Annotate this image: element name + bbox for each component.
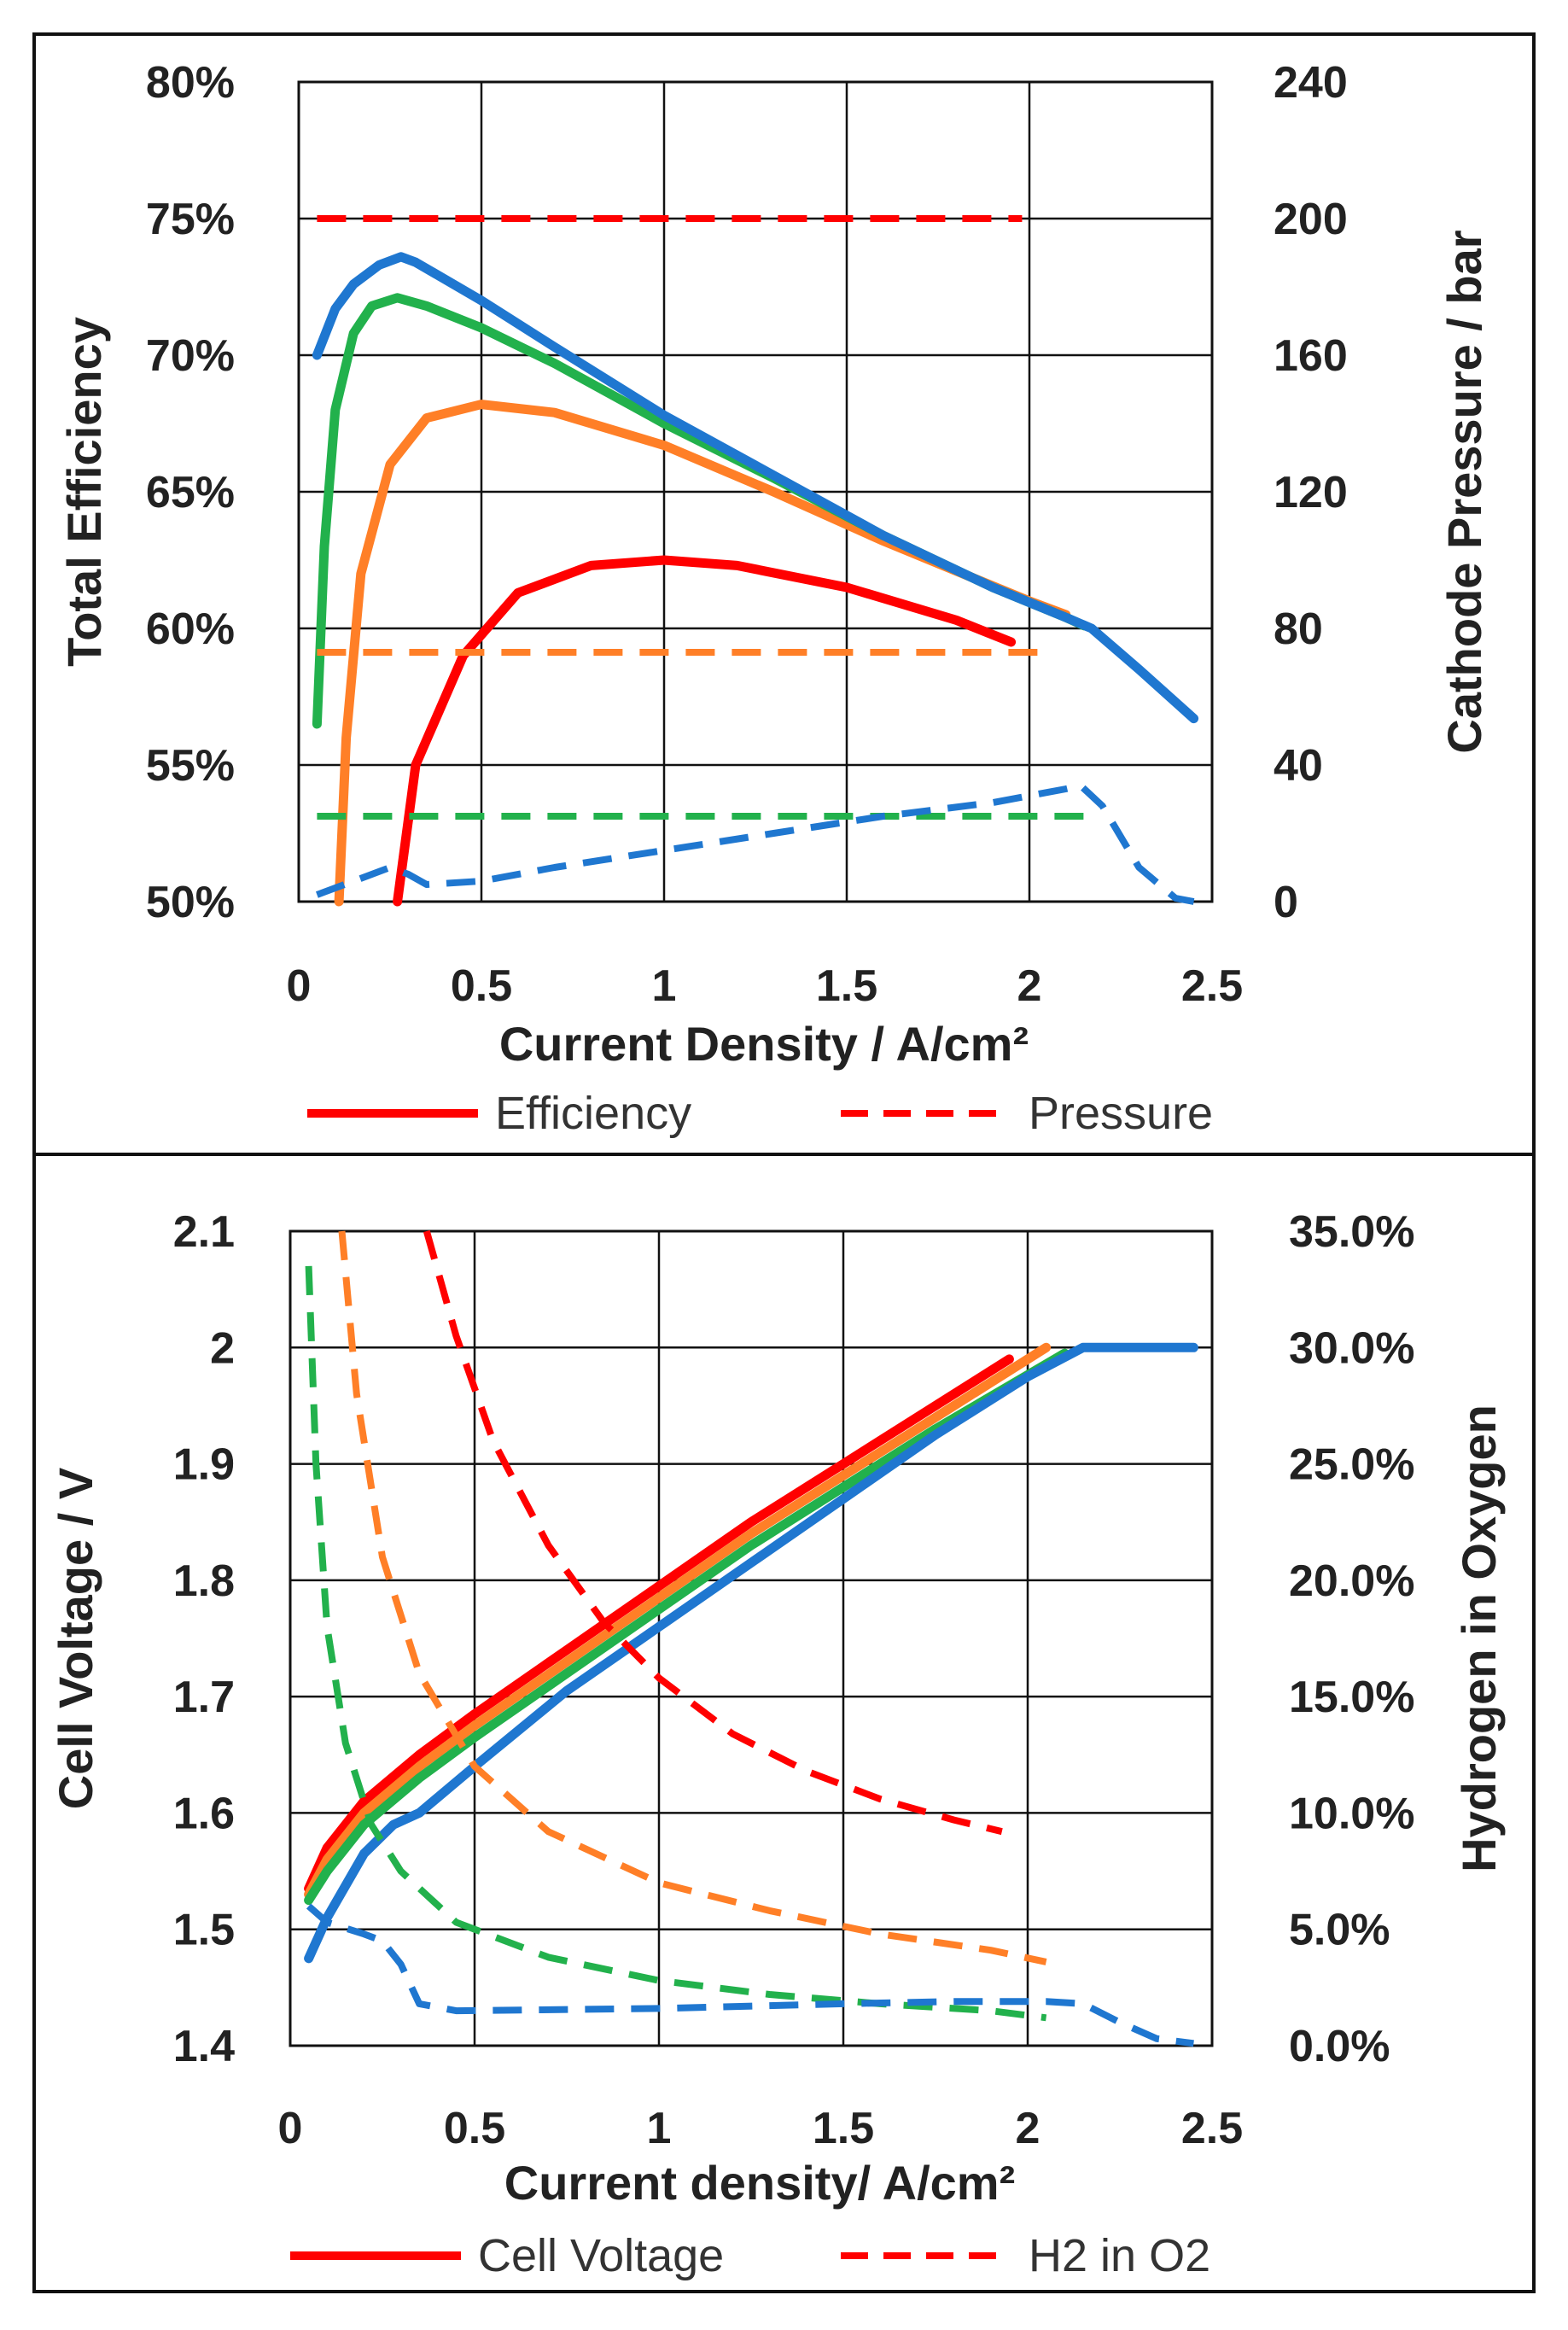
x-tick-label: 0 <box>287 961 312 1011</box>
y-tick-label: 60% <box>146 604 235 654</box>
x-tick-label: 0.5 <box>451 961 512 1011</box>
legend: Efficiency Pressure <box>307 1088 1213 1139</box>
dashed-series-line-red <box>423 1229 1003 1836</box>
y2-tick-label: 5.0% <box>1289 1906 1390 1955</box>
dashed-series-line-blue <box>315 782 1195 905</box>
y2-tick-label: 120 <box>1274 468 1348 517</box>
legend-solid-label: Cell Voltage <box>478 2230 724 2281</box>
y-tick-label: 70% <box>146 331 235 381</box>
y-axis-title: Cell Voltage / V <box>49 1468 102 1809</box>
panel-efficiency: 0 0.5 1 1.5 2 2.5 50% 55% 60% 65% 70% 75% 80% 0 40 80 12… <box>57 58 1491 1139</box>
y-tick-label: 55% <box>146 741 235 791</box>
dashed-series-line-orange <box>338 1230 1047 1965</box>
dashed-series-line-blue <box>306 1903 1194 2047</box>
y2-tick-label: 240 <box>1274 58 1348 108</box>
x-axis-title: Current density/ A/cm² <box>504 2156 1015 2210</box>
y2-tick-label: 35.0% <box>1289 1207 1414 1257</box>
legend: Cell Voltage H2 in O2 <box>290 2230 1210 2281</box>
y2-tick-label: 15.0% <box>1289 1673 1414 1722</box>
series-group <box>304 1229 1198 2047</box>
x-tick-label: 2 <box>1016 2104 1040 2153</box>
y2-tick-label: 10.0% <box>1289 1789 1414 1838</box>
solid-series-line-green <box>304 1348 1070 1906</box>
y-tick-label: 1.8 <box>173 1556 235 1606</box>
y-tick-label: 1.4 <box>173 2022 235 2071</box>
x-tick-label: 0 <box>278 2104 303 2153</box>
x-axis-title: Current Density / A/cm² <box>499 1017 1029 1071</box>
y-tick-label: 2.1 <box>173 1207 235 1257</box>
solid-series-line-blue <box>304 1342 1198 1964</box>
y2-tick-label: 40 <box>1274 741 1323 791</box>
y2-tick-label: 0.0% <box>1289 2022 1390 2071</box>
y2-tick-label: 160 <box>1274 331 1348 381</box>
legend-dashed-label: H2 in O2 <box>1029 2230 1210 2281</box>
y-tick-label: 1.5 <box>173 1906 235 1955</box>
x-tick-label: 1 <box>647 2104 672 2153</box>
x-tick-label: 1.5 <box>813 2104 874 2153</box>
y2-tick-label: 200 <box>1274 195 1348 244</box>
solid-series-line-blue <box>312 252 1199 724</box>
panel-cell-voltage: 0 0.5 1 1.5 2 2.5 1.4 1.5 1.6 1.7 1.8 1.9 2 2.1 0.0% 5.… <box>49 1207 1506 2281</box>
solid-series-line-red <box>393 555 1017 907</box>
y2-tick-label: 25.0% <box>1289 1440 1414 1490</box>
y2-tick-label: 30.0% <box>1289 1323 1414 1373</box>
y-tick-label: 80% <box>146 58 235 108</box>
solid-series-line-red <box>304 1354 1014 1894</box>
x-tick-label: 2.5 <box>1181 961 1243 1011</box>
y2-axis-title: Hydrogen in Oxygen <box>1452 1404 1506 1872</box>
y-tick-label: 75% <box>146 195 235 244</box>
solid-series-line-orange <box>304 1342 1052 1900</box>
x-tick-label: 2.5 <box>1181 2104 1243 2153</box>
y-tick-label: 2 <box>210 1323 235 1373</box>
y-tick-label: 1.6 <box>173 1789 235 1838</box>
x-tick-label: 0.5 <box>444 2104 505 2153</box>
x-tick-label: 2 <box>1017 961 1042 1011</box>
legend-dashed-label: Pressure <box>1029 1088 1213 1139</box>
y-tick-label: 1.9 <box>173 1440 235 1490</box>
y2-tick-label: 0 <box>1274 878 1298 927</box>
y2-tick-label: 20.0% <box>1289 1556 1414 1606</box>
legend-solid-label: Efficiency <box>495 1088 691 1139</box>
x-tick-label: 1 <box>652 961 677 1011</box>
series-group <box>312 215 1199 907</box>
y2-tick-label: 80 <box>1274 604 1323 654</box>
plot-area <box>289 1229 1214 2047</box>
y-axis-title: Total Efficiency <box>57 317 111 667</box>
y-tick-label: 50% <box>146 878 235 927</box>
y-tick-label: 65% <box>146 468 235 517</box>
x-tick-label: 1.5 <box>816 961 877 1011</box>
y-tick-label: 1.7 <box>173 1673 235 1722</box>
outer-border <box>32 32 1536 2293</box>
y2-axis-title: Cathode Pressure / bar <box>1437 230 1491 753</box>
figure-frame <box>32 32 1536 2293</box>
